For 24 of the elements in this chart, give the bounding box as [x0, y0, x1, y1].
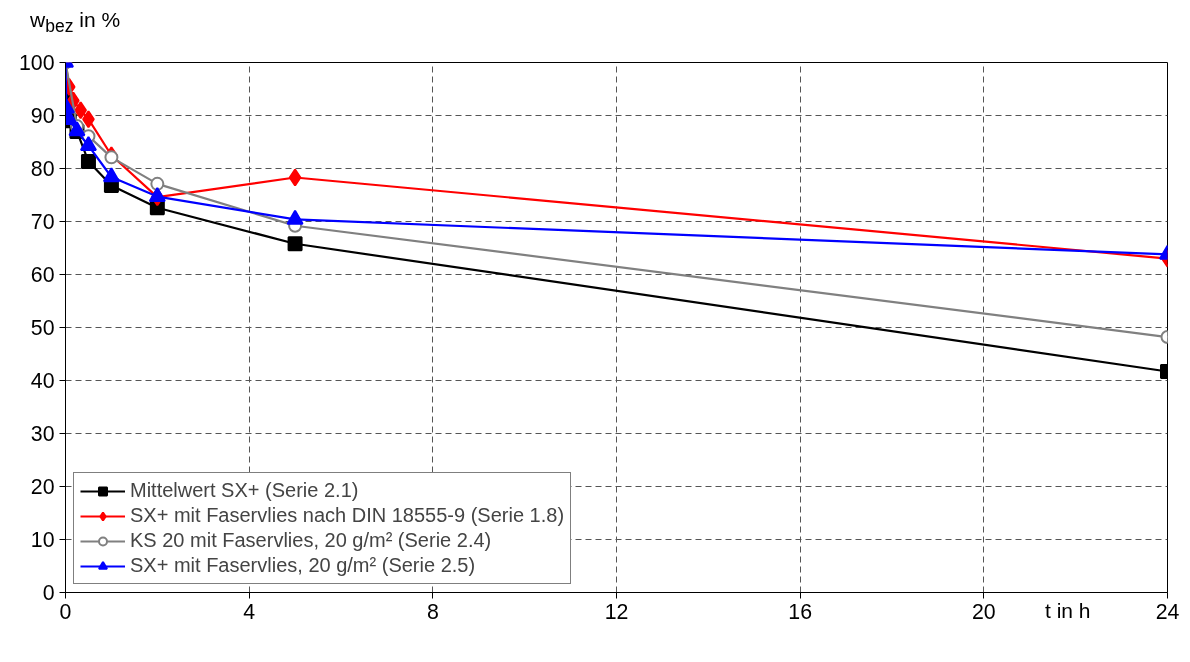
- legend-label: SX+ mit Faservlies nach DIN 18555-9 (Serie 1.8): [130, 504, 565, 527]
- y-tick-label: 20: [30, 475, 55, 499]
- x-tick-label: 8: [426, 599, 439, 624]
- y-tick-label: 70: [30, 210, 55, 234]
- y-tick-label: 60: [30, 263, 55, 287]
- y-tick-label: 10: [30, 528, 55, 552]
- x-tick-label: 16: [788, 599, 813, 624]
- y-tick-label: 30: [30, 422, 55, 446]
- y-tick-label: 50: [30, 316, 55, 340]
- y-tick-label: 90: [30, 104, 55, 128]
- legend-label: SX+ mit Faservlies, 20 g/m² (Serie 2.5): [130, 554, 476, 577]
- y-tick-label: 80: [30, 157, 55, 181]
- legend-label: Mittelwert SX+ (Serie 2.1): [130, 479, 359, 502]
- x-tick-label: 4: [243, 599, 256, 624]
- y-tick-label: 100: [18, 51, 55, 75]
- x-tick-label: 20: [971, 599, 996, 624]
- x-tick-label: 0: [59, 599, 72, 624]
- legend-label: KS 20 mit Faservlies, 20 g/m² (Serie 2.4): [130, 529, 492, 552]
- y-axis-title: w$_{bez}$ in %: [30, 7, 121, 39]
- x-tick-label: 24: [1155, 599, 1180, 624]
- x-axis-title: t in h: [1045, 598, 1091, 624]
- y-tick-label: 0: [42, 581, 55, 605]
- y-tick-label: 40: [30, 369, 55, 393]
- x-tick-label: 12: [604, 599, 629, 624]
